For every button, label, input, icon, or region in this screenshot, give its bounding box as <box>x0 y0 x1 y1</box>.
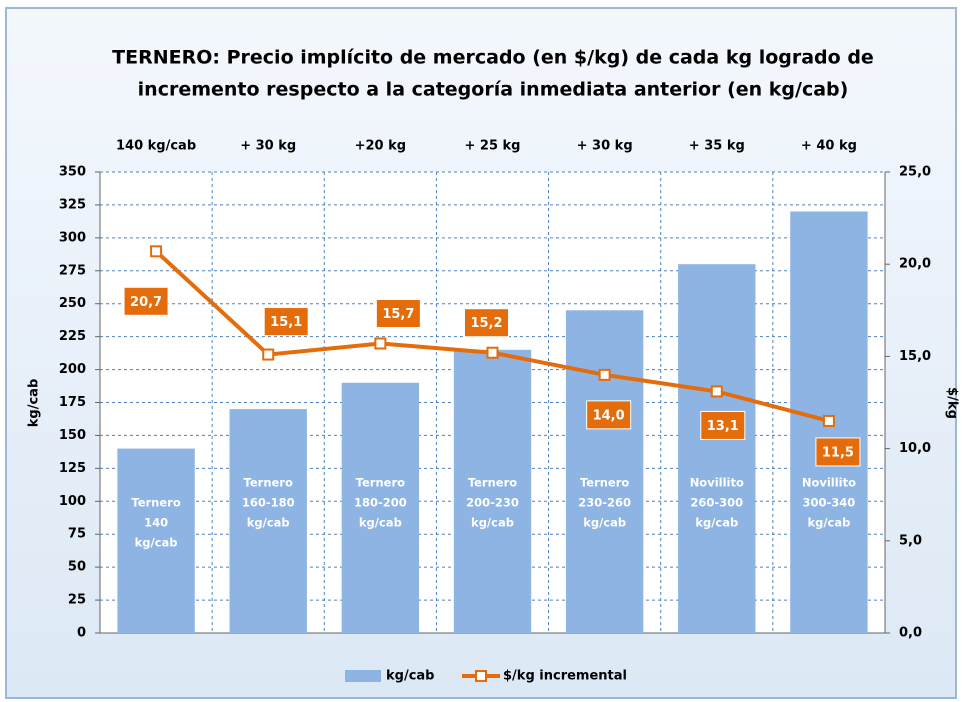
bar-label: 140 <box>144 516 168 530</box>
bar <box>678 264 756 633</box>
bar-label: Ternero <box>468 476 517 490</box>
y2-axis-label: $/kg <box>945 387 960 419</box>
value-label-box <box>375 298 421 328</box>
bar <box>229 409 307 633</box>
x-tick-label: + 35 kg <box>689 139 745 154</box>
x-tick-label: + 30 kg <box>240 139 296 154</box>
value-label-box <box>815 437 861 467</box>
y-axis-label: kg/cab <box>27 379 42 427</box>
chart-title: TERNERO: Precio implícito de mercado (en… <box>112 47 874 69</box>
y-tick-label: 175 <box>59 395 86 410</box>
y-tick-label: 250 <box>59 296 86 311</box>
bar <box>565 310 644 633</box>
y-tick-label: 275 <box>59 263 86 278</box>
x-tick-label: +20 kg <box>355 139 406 154</box>
y-tick-label: 350 <box>59 165 86 180</box>
bar <box>453 349 532 633</box>
value-label: 11,5 <box>822 445 854 460</box>
bar <box>341 382 420 633</box>
bar-label: 260-300 <box>690 496 743 510</box>
y-tick-label: 25 <box>68 593 86 608</box>
y2-tick-label: 20,0 <box>899 257 931 272</box>
value-label: 14,0 <box>593 408 625 423</box>
bar-label: 230-260 <box>578 496 631 510</box>
line-marker <box>822 414 835 427</box>
legend-label: kg/cab <box>386 669 434 684</box>
y-tick-label: 100 <box>59 494 86 509</box>
value-label: 13,1 <box>707 419 739 434</box>
line-marker <box>374 337 387 350</box>
y-tick-label: 50 <box>68 560 86 575</box>
y-tick-label: 325 <box>59 197 86 212</box>
y2-tick-label: 10,0 <box>899 441 931 456</box>
value-label: 20,7 <box>130 295 162 310</box>
bar-label: kg/cab <box>247 516 290 530</box>
bar-label: Novillito <box>802 476 856 490</box>
line-marker <box>150 245 163 258</box>
x-tick-label: + 25 kg <box>465 139 521 154</box>
bar-label: Ternero <box>580 476 629 490</box>
bar-label: Ternero <box>131 496 180 510</box>
line-marker <box>262 348 275 361</box>
y-tick-label: 0 <box>77 626 86 641</box>
bar-label: 180-200 <box>354 496 407 510</box>
y-tick-label: 225 <box>59 329 86 344</box>
value-label-box <box>700 410 746 440</box>
bar-label: 200-230 <box>466 496 519 510</box>
line-marker <box>486 346 499 359</box>
value-label-box <box>123 286 169 316</box>
bar-label: 300-340 <box>803 496 856 510</box>
bar-label: Ternero <box>244 476 293 490</box>
y-tick-label: 75 <box>68 527 86 542</box>
x-tick-label: + 40 kg <box>801 139 857 154</box>
bar-label: Ternero <box>356 476 405 490</box>
y-tick-label: 300 <box>59 230 86 245</box>
bar-label: kg/cab <box>471 516 514 530</box>
bar <box>117 448 195 633</box>
x-tick-label: 140 kg/cab <box>116 139 196 154</box>
y-tick-label: 150 <box>59 428 86 443</box>
bar-label: kg/cab <box>359 516 402 530</box>
value-label-box <box>586 400 632 430</box>
bar-label: kg/cab <box>583 516 626 530</box>
bar-label: kg/cab <box>135 536 178 550</box>
bar-label: kg/cab <box>695 516 738 530</box>
value-label: 15,2 <box>470 316 502 331</box>
y-tick-label: 125 <box>59 461 86 476</box>
value-label-box <box>263 307 309 337</box>
value-label: 15,7 <box>382 307 414 322</box>
bar-label: kg/cab <box>807 516 850 530</box>
line-marker <box>710 385 723 398</box>
legend-label: $/kg incremental <box>503 669 627 684</box>
chart-title: incremento respecto a la categoría inmed… <box>138 79 849 101</box>
value-label-box <box>464 308 509 338</box>
x-tick-label: + 30 kg <box>577 139 633 154</box>
bar-label: Novillito <box>690 476 744 490</box>
bar-label: 160-180 <box>242 496 295 510</box>
value-label: 15,1 <box>270 315 302 330</box>
y-tick-label: 200 <box>59 362 86 377</box>
line-marker <box>598 368 611 381</box>
legend-swatch <box>345 670 381 682</box>
y2-tick-label: 5,0 <box>899 533 922 548</box>
y2-tick-label: 25,0 <box>899 165 931 180</box>
y2-tick-label: 15,0 <box>899 349 931 364</box>
legend-marker <box>475 670 487 682</box>
y2-tick-label: 0,0 <box>899 626 922 641</box>
